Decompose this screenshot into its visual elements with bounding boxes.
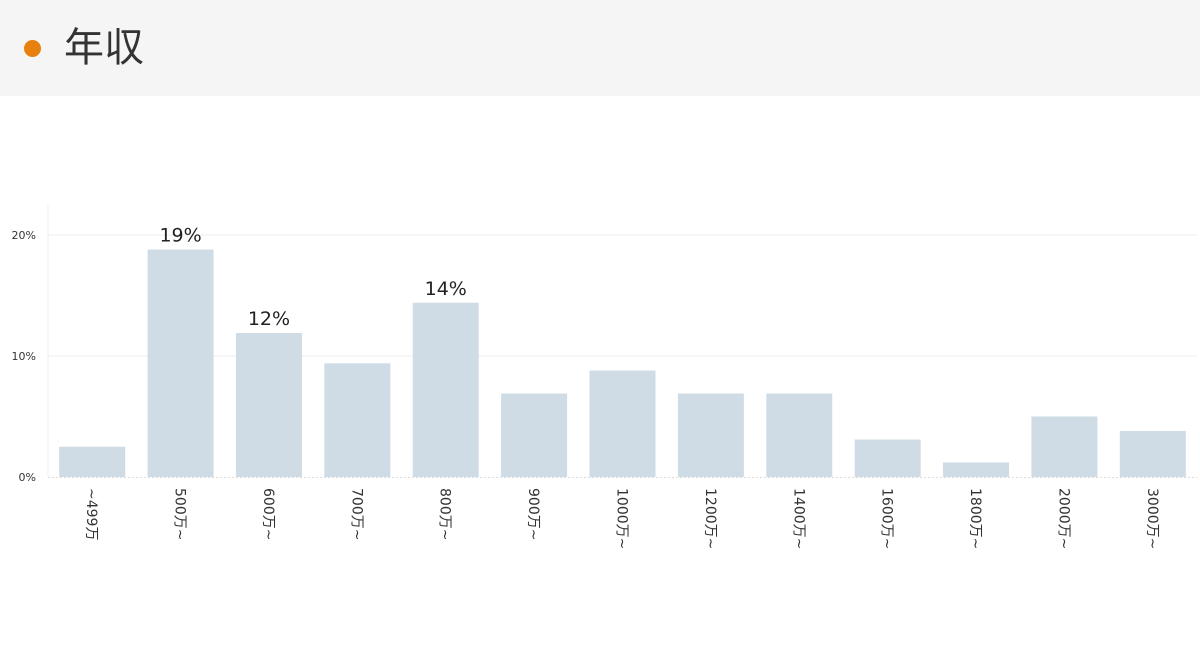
x-tick-label: 1000万~ [614,488,630,549]
section-header: 年収 [0,0,1200,96]
bar [1119,431,1186,477]
bar [589,370,656,477]
bar [943,462,1010,477]
x-tick-label: 1200万~ [702,488,718,549]
x-tick-label: 800万~ [437,488,453,540]
x-tick-label: 1600万~ [879,488,895,549]
data-label: 14% [425,278,467,300]
x-tick-label: ~499万 [83,488,99,540]
x-tick-label: 600万~ [260,488,276,540]
x-tick-label: 900万~ [525,488,541,540]
bullet-dot-icon [24,40,41,57]
bar [677,393,744,477]
bar [854,439,921,477]
bar [501,393,568,477]
bar [324,363,391,477]
data-label: 19% [159,225,201,247]
bar [1031,416,1098,477]
y-tick-label: 20% [12,229,36,242]
bar [235,333,302,477]
x-tick-label: 3000万~ [1144,488,1160,549]
bar [147,249,214,477]
y-tick-label: 0% [19,471,36,484]
x-tick-label: 500万~ [172,488,188,540]
bar [766,393,833,477]
section-title: 年収 [64,25,144,71]
x-tick-label: 2000万~ [1055,488,1071,549]
x-tick-label: 1800万~ [967,488,983,549]
data-label: 12% [248,308,290,330]
y-tick-label: 10% [12,350,36,363]
bar [412,302,479,477]
x-tick-label: 700万~ [348,488,364,540]
x-tick-label: 1400万~ [790,488,806,549]
bar [59,446,126,477]
